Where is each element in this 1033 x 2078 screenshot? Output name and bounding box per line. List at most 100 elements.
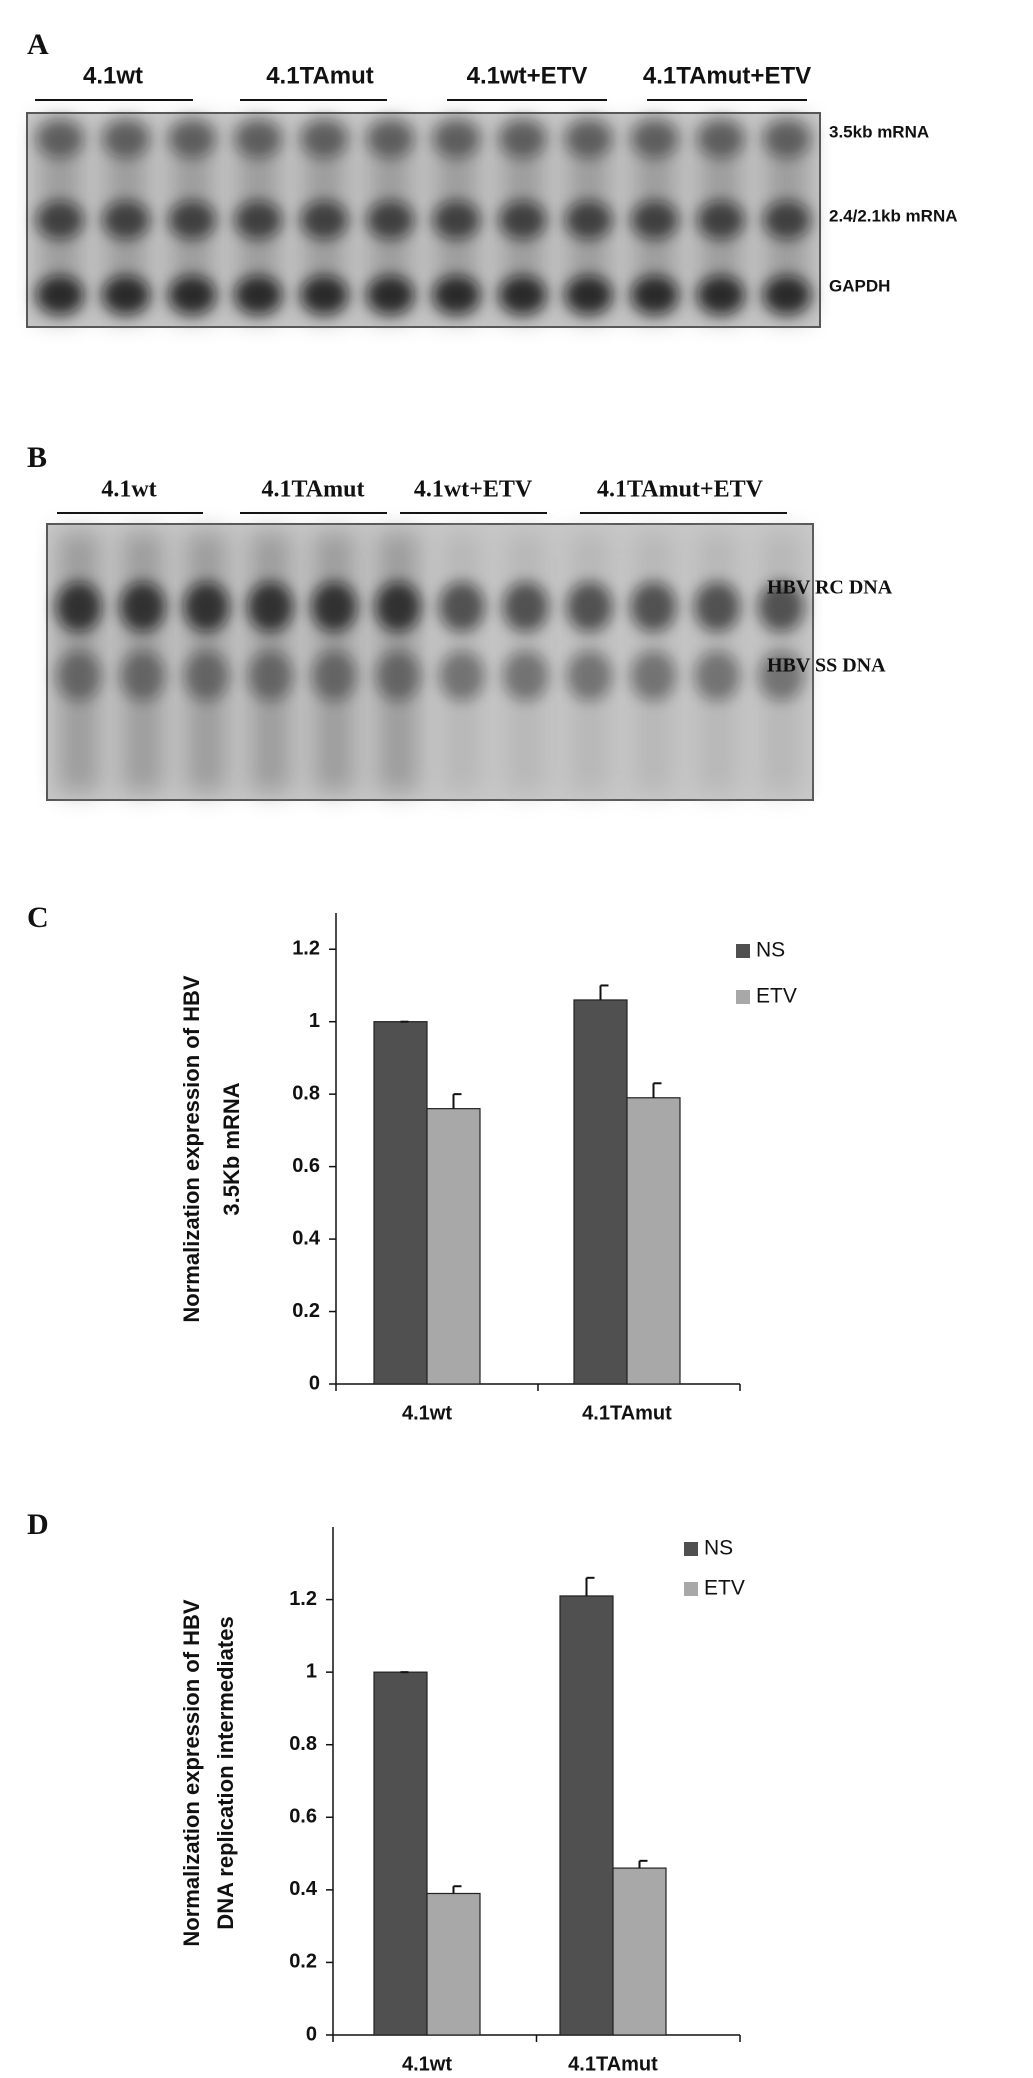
- y-tick-label: 0.4: [292, 1227, 321, 1249]
- error-bar: [638, 1859, 648, 1869]
- bar: [426, 1892, 481, 2036]
- y-tick-label: 0: [306, 2023, 317, 2045]
- band: [763, 119, 811, 158]
- band: [234, 200, 283, 240]
- error-bar: [599, 984, 609, 1000]
- lane-group-label: 4.1wt: [83, 62, 143, 89]
- y-tick-label: 1.2: [289, 1588, 317, 1610]
- band: [432, 275, 481, 315]
- y-tick-label: 0.4: [289, 1878, 318, 1900]
- lane-group-label: 4.1TAmut+ETV: [597, 477, 764, 503]
- band: [102, 119, 150, 158]
- band: [300, 200, 349, 240]
- band: [183, 650, 230, 701]
- legend-label: NS: [704, 1537, 733, 1560]
- band: [763, 200, 811, 240]
- band: [564, 275, 613, 315]
- x-tick-label: 4.1wt: [402, 1402, 452, 1424]
- band: [366, 275, 415, 315]
- band: [168, 200, 216, 240]
- band: [168, 275, 216, 315]
- blot-background: [26, 112, 821, 328]
- y-tick-label: 1: [306, 1660, 317, 1682]
- lane-group-label: 4.1TAmut: [262, 477, 365, 503]
- band: [564, 200, 613, 240]
- band: [564, 119, 613, 158]
- band: [697, 119, 745, 158]
- band: [119, 650, 166, 701]
- panel-label: A: [27, 28, 49, 61]
- band: [502, 650, 549, 701]
- band: [566, 650, 613, 701]
- legend-label: NS: [756, 939, 785, 962]
- blot-background: [46, 523, 814, 801]
- band: [36, 119, 84, 158]
- band: [300, 119, 349, 158]
- bar: [373, 1021, 428, 1385]
- bar: [626, 1097, 681, 1385]
- band: [763, 275, 811, 315]
- lane-group-label: 4.1wt: [101, 477, 156, 503]
- band: [366, 200, 415, 240]
- legend-swatch: [684, 1542, 698, 1556]
- legend-label: ETV: [704, 1577, 745, 1600]
- x-tick-label: 4.1wt: [402, 2053, 452, 2075]
- band: [366, 119, 415, 158]
- band: [247, 581, 294, 632]
- band-label: HBV SS DNA: [767, 655, 886, 677]
- band: [432, 200, 481, 240]
- y-tick-label: 1: [309, 1010, 320, 1032]
- band: [438, 581, 485, 632]
- lane-group-label: 4.1wt+ETV: [414, 477, 533, 503]
- band: [697, 275, 745, 315]
- y-axis-label: Normalization expression of HBV: [179, 1599, 204, 1947]
- band: [502, 581, 549, 632]
- bar: [612, 1867, 667, 2036]
- blot-image: [26, 112, 821, 328]
- bar: [573, 999, 628, 1385]
- band: [55, 581, 102, 632]
- band: [55, 650, 102, 701]
- y-axis-label: DNA replication intermediates: [213, 1616, 238, 1929]
- band-label: 3.5kb mRNA: [829, 122, 929, 141]
- legend-swatch: [736, 990, 750, 1004]
- band: [102, 200, 150, 240]
- band: [432, 119, 481, 158]
- x-tick-label: 4.1TAmut: [582, 1402, 672, 1424]
- band-label: GAPDH: [829, 276, 890, 295]
- y-tick-label: 0: [309, 1372, 320, 1394]
- bar: [426, 1108, 481, 1385]
- x-tick-label: 4.1TAmut: [568, 2053, 658, 2075]
- band: [697, 200, 745, 240]
- band: [694, 581, 741, 632]
- band: [758, 650, 805, 701]
- band: [694, 650, 741, 701]
- band: [631, 275, 679, 315]
- band: [183, 581, 230, 632]
- band: [36, 275, 84, 315]
- band: [631, 200, 679, 240]
- blot-image: [46, 523, 814, 801]
- bar: [559, 1595, 614, 2036]
- panel-label: B: [27, 441, 47, 474]
- legend-label: ETV: [756, 985, 797, 1008]
- band: [119, 581, 166, 632]
- band: [311, 581, 358, 632]
- band: [438, 650, 485, 701]
- band: [630, 581, 677, 632]
- y-tick-label: 0.2: [289, 1951, 317, 1973]
- legend-swatch: [736, 944, 750, 958]
- legend-swatch: [684, 1582, 698, 1596]
- band: [234, 119, 283, 158]
- band: [758, 581, 805, 632]
- band: [311, 650, 358, 701]
- band: [375, 581, 422, 632]
- panel-label: C: [27, 901, 49, 934]
- y-tick-label: 0.8: [289, 1733, 317, 1755]
- bar: [373, 1671, 428, 2036]
- band: [566, 581, 613, 632]
- y-tick-label: 0.6: [289, 1806, 317, 1828]
- band: [498, 275, 547, 315]
- band: [300, 275, 349, 315]
- error-bar: [652, 1082, 662, 1098]
